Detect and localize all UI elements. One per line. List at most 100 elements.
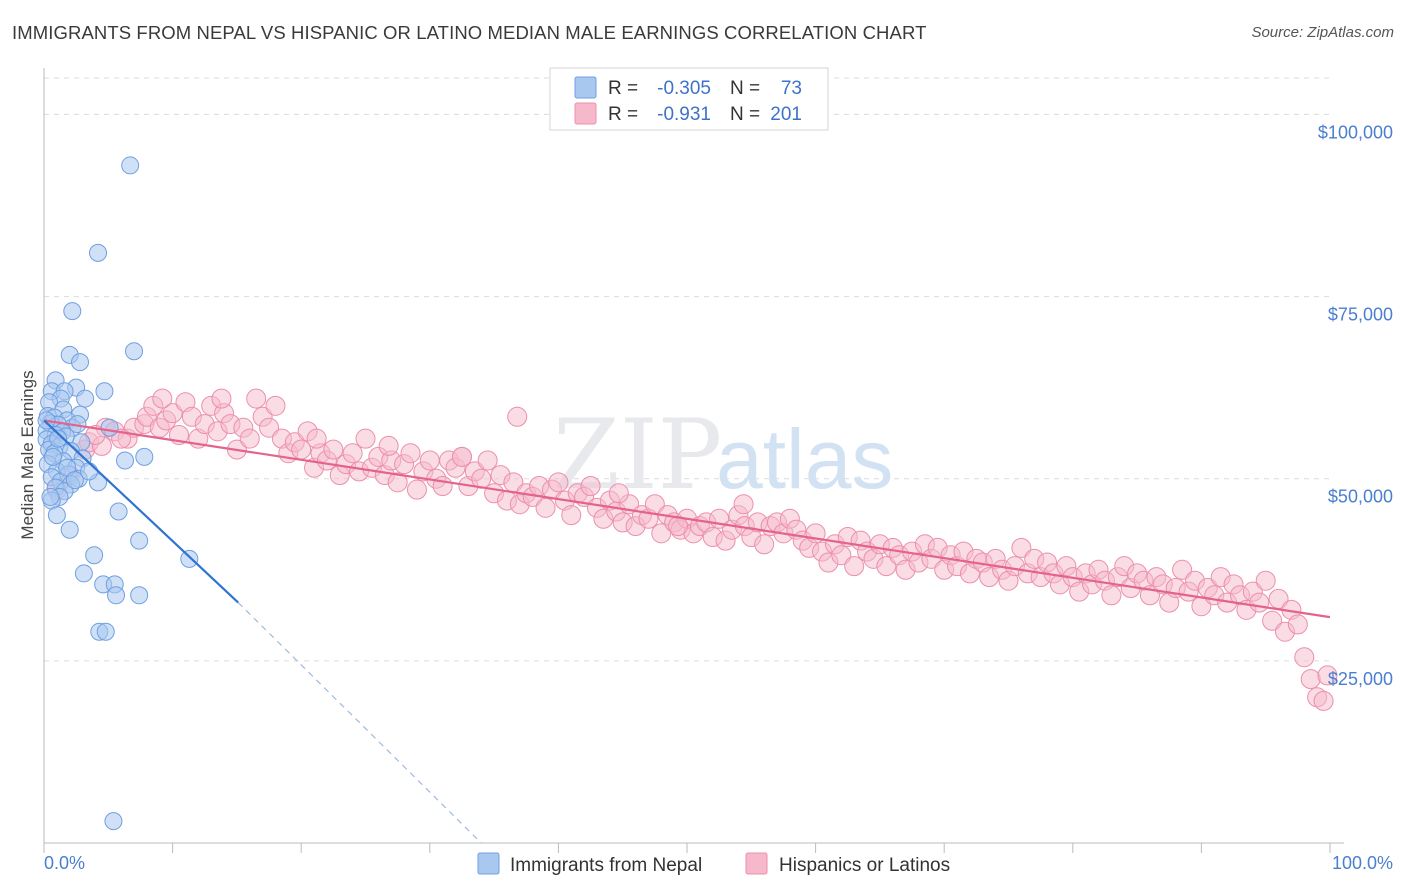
hispanic-trend-line — [43, 419, 1331, 619]
nepal-point-55 — [85, 546, 104, 565]
y-tick-label-0: $25,000 — [1328, 669, 1393, 689]
hispanic-point-171 — [1172, 559, 1193, 580]
hispanic-point-200 — [378, 435, 399, 456]
hispanic-point-106 — [754, 534, 775, 555]
hispanic-point-76 — [561, 505, 582, 526]
nepal-point-57 — [74, 564, 93, 583]
hispanic-point-194 — [1317, 665, 1338, 686]
nepal-trend-line — [43, 419, 239, 604]
hispanic-point-49 — [387, 472, 408, 493]
hispanic-point-14 — [162, 403, 183, 424]
nepal-trend-extension — [237, 602, 482, 844]
hispanic-point-74 — [548, 472, 569, 493]
nepal-point-38 — [116, 451, 135, 470]
legend-n-label-1: N = — [730, 78, 760, 99]
series-swatch-nepal — [477, 852, 500, 875]
legend-n-label-2: N = — [730, 104, 760, 125]
hispanic-point-52 — [406, 479, 427, 500]
nepal-point-64 — [104, 812, 123, 831]
hispanic-point-26 — [239, 428, 260, 449]
nepal-point-1 — [89, 243, 108, 262]
hispanic-point-146 — [1011, 537, 1032, 558]
nepal-point-5 — [125, 342, 144, 361]
hispanic-point-191 — [1300, 669, 1321, 690]
hispanic-point-29 — [259, 417, 280, 438]
nepal-point-12 — [76, 389, 95, 408]
y-tick-label-3: $100,000 — [1318, 122, 1393, 142]
hispanic-point-198 — [211, 388, 232, 409]
hispanic-point-193 — [1313, 690, 1334, 711]
legend-n-value-1: 73 — [781, 78, 802, 99]
nepal-point-4 — [71, 353, 90, 372]
correlation-legend: R = -0.305 N = 73 R = -0.931 N = 201 — [549, 67, 829, 131]
hispanic-point-203 — [608, 483, 629, 504]
hispanic-point-118 — [831, 545, 852, 566]
hispanic-point-125 — [876, 556, 897, 577]
nepal-point-8 — [95, 382, 114, 401]
hispanic-point-44 — [355, 428, 376, 449]
series-label-hispanic: Hispanics or Latinos — [779, 855, 950, 876]
hispanic-point-197 — [152, 388, 173, 409]
hispanic-point-27 — [246, 388, 267, 409]
nepal-point-68 — [65, 471, 84, 490]
hispanic-point-72 — [535, 497, 556, 518]
legend-r-label-1: R = — [608, 78, 638, 99]
source-credit: Source: ZipAtlas.com — [1251, 24, 1394, 41]
nepal-point-60 — [107, 586, 126, 605]
nepal-point-61 — [130, 586, 149, 605]
series-swatch-hispanic — [745, 852, 768, 875]
hispanic-point-184 — [1255, 570, 1276, 591]
hispanic-point-183 — [1249, 592, 1270, 613]
legend-n-value-2: 201 — [770, 104, 802, 125]
y-tick-label-2: $75,000 — [1328, 305, 1393, 325]
hispanic-point-199 — [306, 428, 327, 449]
nepal-point-2 — [63, 302, 82, 321]
legend-r-value-2: -0.931 — [657, 104, 711, 125]
trend-lines — [43, 419, 1331, 844]
nepal-point-54 — [130, 531, 149, 550]
nepal-point-51 — [109, 502, 128, 521]
series-legend: Immigrants from Nepal Hispanics or Latin… — [477, 852, 950, 876]
legend-swatch-hispanic — [574, 102, 597, 125]
hispanic-point-30 — [265, 395, 286, 416]
y-tick-labels: $25,000 $50,000 $75,000 $100,000 — [1318, 122, 1393, 688]
nepal-point-69 — [41, 487, 60, 506]
nepal-points — [37, 156, 199, 831]
hispanic-point-202 — [507, 406, 528, 427]
hispanic-point-189 — [1287, 614, 1308, 635]
x-tick-label-end: 100.0% — [1332, 853, 1393, 873]
chart-title: IMMIGRANTS FROM NEPAL VS HISPANIC OR LAT… — [12, 22, 927, 43]
hispanic-point-160 — [1101, 585, 1122, 606]
watermark: ZIP atlas — [553, 399, 893, 511]
x-tick-label-start: 0.0% — [44, 853, 85, 873]
nepal-point-52 — [47, 506, 66, 525]
nepal-point-63 — [96, 622, 115, 641]
hispanic-point-51 — [400, 443, 421, 464]
hispanic-point-42 — [342, 443, 363, 464]
hispanic-point-54 — [419, 450, 440, 471]
legend-r-label-2: R = — [608, 104, 638, 125]
nepal-point-34 — [135, 447, 154, 466]
series-label-nepal: Immigrants from Nepal — [510, 855, 702, 876]
hispanic-point-190 — [1294, 647, 1315, 668]
y-tick-label-1: $50,000 — [1328, 487, 1393, 507]
hispanic-point-39 — [323, 439, 344, 460]
nepal-point-26 — [100, 418, 119, 437]
nepal-point-0 — [121, 156, 140, 175]
nepal-point-66 — [44, 447, 63, 466]
hispanic-point-120 — [844, 556, 865, 577]
watermark-atlas: atlas — [716, 412, 893, 506]
nepal-point-70 — [80, 462, 99, 481]
hispanic-point-90 — [651, 523, 672, 544]
y-axis-label: Median Male Earnings — [18, 370, 37, 539]
hispanic-point-205 — [733, 494, 754, 515]
hispanic-point-63 — [477, 450, 498, 471]
legend-swatch-nepal — [574, 76, 597, 99]
nepal-point-71 — [49, 429, 68, 448]
hispanic-point-79 — [580, 476, 601, 496]
legend-r-value-1: -0.305 — [657, 78, 711, 99]
hispanic-point-185 — [1262, 610, 1283, 631]
hispanic-point-201 — [451, 446, 472, 467]
nepal-point-56 — [180, 549, 199, 568]
